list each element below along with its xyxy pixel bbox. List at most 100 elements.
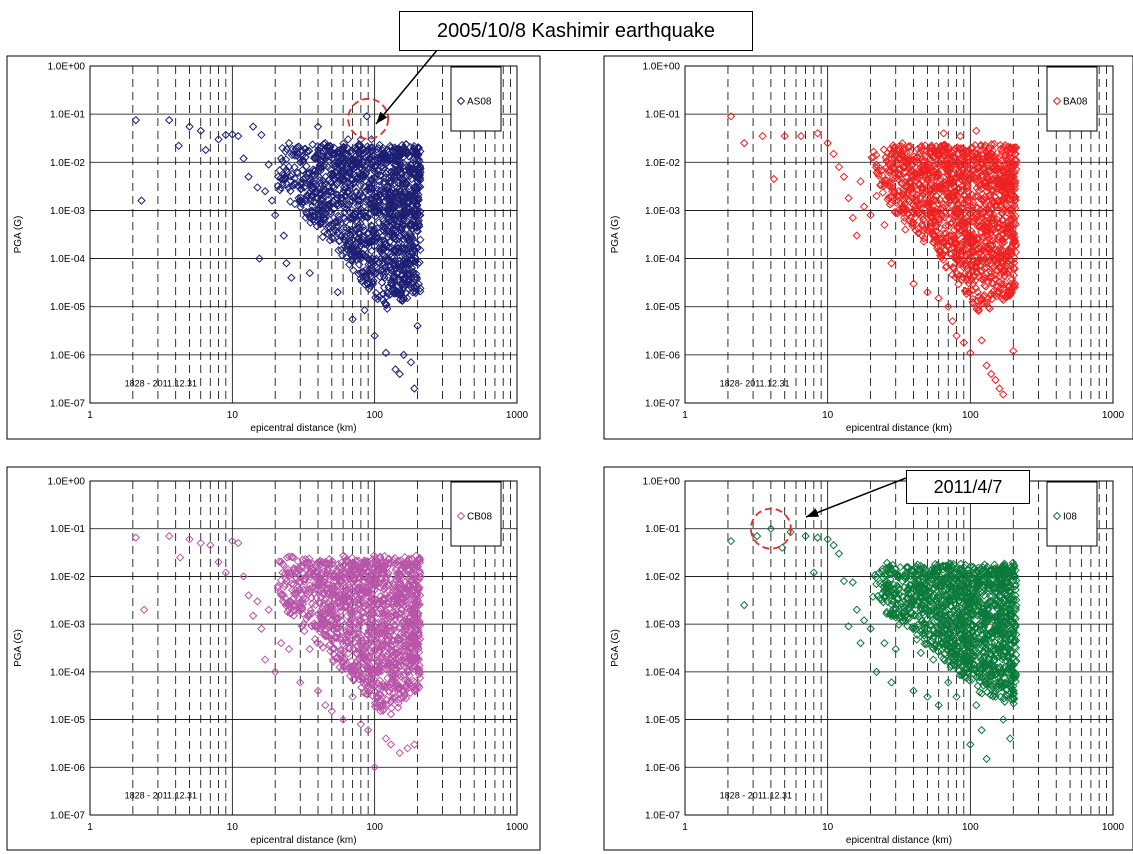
cloud-point bbox=[319, 213, 329, 222]
cloud-point bbox=[401, 252, 410, 262]
cloud-point bbox=[394, 164, 404, 174]
cloud-point bbox=[391, 191, 400, 201]
cloud-point bbox=[345, 225, 354, 235]
cloud-point bbox=[290, 174, 299, 183]
y-tick-label: 1.0E-03 bbox=[50, 620, 85, 631]
cloud-point bbox=[383, 289, 392, 298]
cloud-point bbox=[390, 275, 399, 285]
cloud-point bbox=[352, 216, 361, 225]
data-point bbox=[264, 160, 273, 169]
cloud-point bbox=[399, 209, 408, 219]
cloud-point bbox=[349, 248, 358, 257]
cloud-point bbox=[323, 152, 333, 161]
cloud-point bbox=[356, 181, 365, 190]
y-tick-label: 1.0E-06 bbox=[645, 350, 680, 361]
y-tick-label: 1.0E-04 bbox=[645, 254, 680, 265]
cloud-point bbox=[345, 230, 355, 239]
cloud-point bbox=[363, 142, 372, 151]
data-point bbox=[287, 273, 296, 282]
cloud-point bbox=[383, 304, 392, 313]
cloud-point bbox=[388, 146, 398, 155]
cloud-point bbox=[318, 180, 327, 190]
cloud-point bbox=[304, 207, 314, 217]
data-point bbox=[267, 196, 277, 205]
data-point bbox=[228, 130, 237, 139]
x-tick-label: 1 bbox=[682, 410, 688, 421]
data-point bbox=[391, 365, 400, 374]
cloud-point bbox=[371, 293, 380, 302]
cloud-point bbox=[373, 156, 382, 165]
data-cloud bbox=[867, 139, 1021, 316]
cloud-point bbox=[320, 188, 329, 197]
y-tick-label: 1.0E+00 bbox=[642, 62, 680, 73]
cloud-point bbox=[308, 140, 317, 149]
data-point bbox=[174, 141, 183, 151]
cloud-point bbox=[391, 234, 401, 243]
cloud-point bbox=[375, 187, 385, 196]
cloud-point bbox=[349, 244, 358, 254]
y-axis-label: PGA (G) bbox=[13, 629, 24, 667]
y-tick-label: 1.0E-07 bbox=[50, 811, 85, 822]
cloud-point bbox=[299, 174, 308, 184]
cloud-point bbox=[416, 164, 425, 173]
cloud-point bbox=[415, 258, 424, 267]
cloud-point bbox=[335, 171, 344, 181]
cloud-point bbox=[406, 160, 415, 170]
cloud-point bbox=[291, 144, 301, 153]
cloud-point bbox=[282, 144, 291, 154]
cloud-point bbox=[304, 146, 314, 156]
y-tick-label: 1.0E-02 bbox=[645, 158, 680, 169]
cloud-point bbox=[275, 185, 285, 195]
cloud-point bbox=[386, 167, 396, 177]
data-point bbox=[338, 177, 348, 186]
cloud-point bbox=[370, 231, 379, 240]
cloud-point bbox=[358, 174, 367, 183]
cloud-point bbox=[298, 151, 307, 161]
cloud-point bbox=[373, 294, 382, 304]
cloud-point bbox=[377, 278, 387, 287]
cloud-point bbox=[360, 239, 369, 249]
cloud-point bbox=[386, 176, 395, 186]
cloud-point bbox=[340, 235, 349, 245]
data-point bbox=[300, 183, 309, 192]
cloud-point bbox=[324, 181, 333, 191]
cloud-point bbox=[396, 151, 405, 160]
x-tick-label: 10 bbox=[227, 822, 239, 833]
cloud-point bbox=[318, 232, 327, 242]
data-point bbox=[399, 350, 408, 360]
cloud-point bbox=[281, 147, 290, 156]
cloud-point bbox=[361, 239, 370, 248]
cloud-point bbox=[316, 194, 326, 204]
cloud-point bbox=[326, 209, 336, 219]
x-tick-label: 1 bbox=[87, 410, 93, 421]
cloud-point bbox=[323, 141, 332, 151]
cloud-point bbox=[382, 158, 392, 167]
x-tick-label: 1000 bbox=[506, 410, 529, 421]
cloud-point bbox=[298, 197, 308, 206]
y-tick-label: 1.0E-02 bbox=[50, 158, 85, 169]
cloud-point bbox=[286, 197, 295, 206]
cloud-point bbox=[370, 208, 379, 217]
cloud-point bbox=[333, 229, 342, 238]
cloud-point bbox=[413, 184, 423, 193]
cloud-point bbox=[397, 224, 406, 234]
period-label: 1828- 2011.12.31 bbox=[720, 379, 790, 389]
cloud-point bbox=[378, 236, 388, 245]
cloud-point bbox=[403, 269, 412, 278]
cloud-point bbox=[383, 219, 392, 228]
cloud-point bbox=[290, 147, 299, 156]
cloud-point bbox=[405, 235, 414, 244]
cloud-point bbox=[416, 235, 425, 244]
cloud-point bbox=[347, 146, 356, 155]
cloud-point bbox=[375, 201, 385, 210]
cloud-point bbox=[405, 184, 414, 193]
data-point bbox=[352, 156, 362, 165]
cloud-point bbox=[380, 298, 390, 307]
legend-label: BA08 bbox=[1063, 97, 1088, 108]
cloud-point bbox=[319, 210, 328, 219]
cloud-point bbox=[413, 223, 422, 232]
cloud-point bbox=[333, 217, 343, 227]
cloud-point bbox=[356, 268, 366, 278]
data-point bbox=[284, 138, 294, 148]
data-point bbox=[313, 122, 323, 131]
